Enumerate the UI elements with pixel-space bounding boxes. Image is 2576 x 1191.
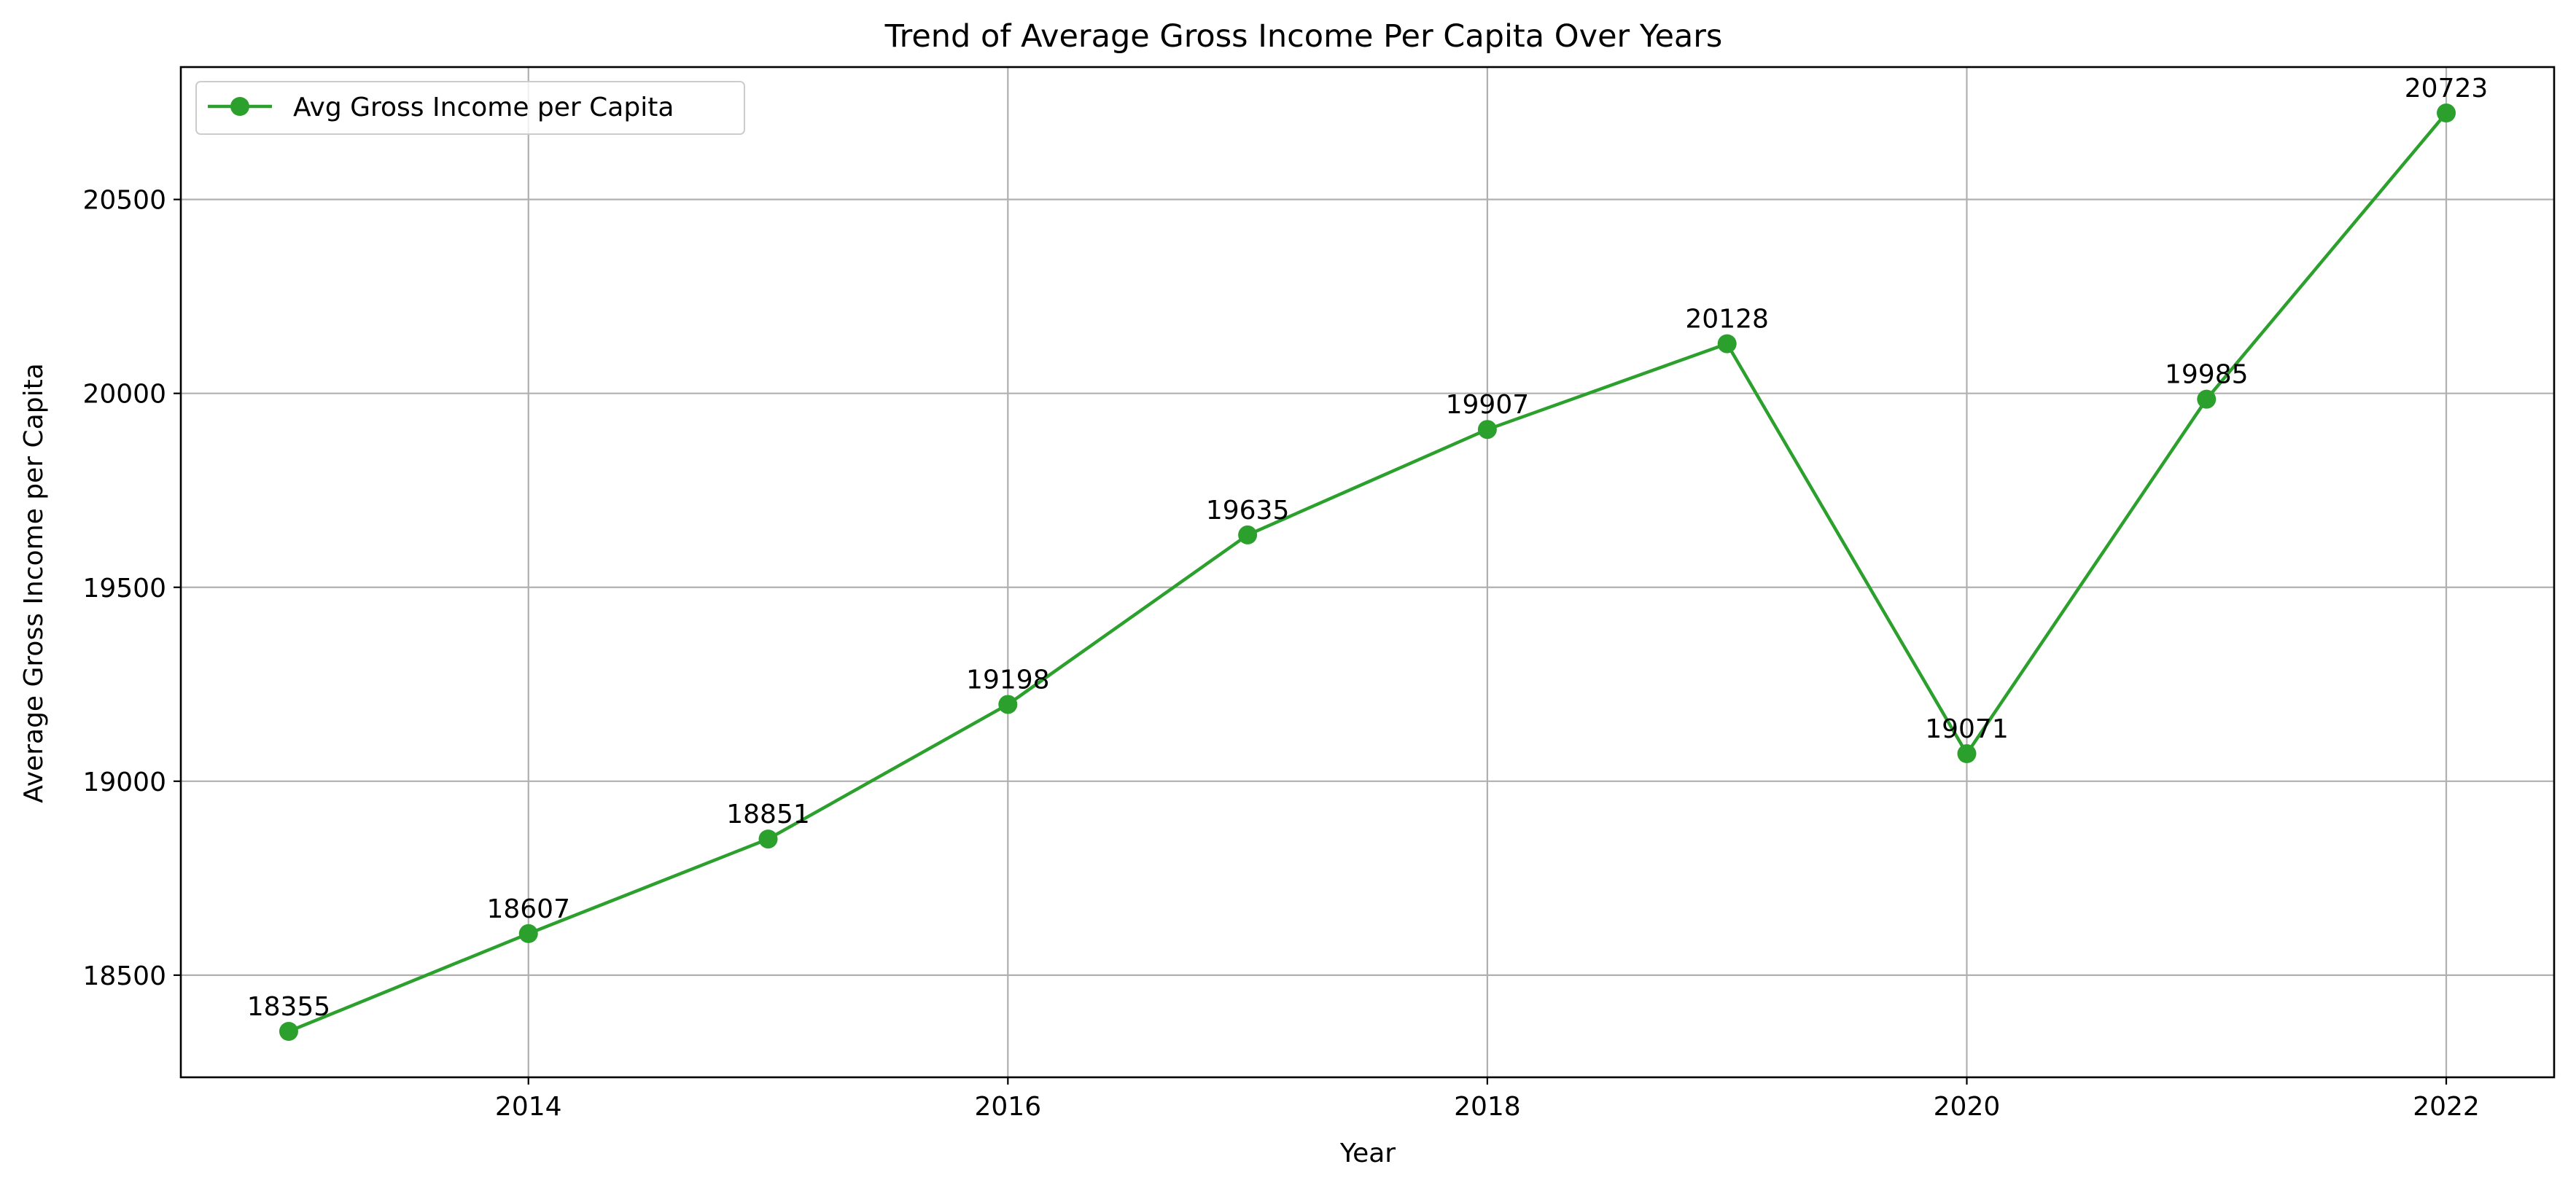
x-tick-label: 2016 [975, 1092, 1042, 1122]
legend-label: Avg Gross Income per Capita [293, 93, 674, 122]
data-label: 19071 [1925, 714, 2009, 744]
y-axis-label: Average Gross Income per Capita [19, 363, 49, 803]
data-label: 20723 [2405, 74, 2489, 104]
y-tick-label: 18500 [82, 961, 166, 991]
series-line [288, 112, 2448, 1034]
legend: Avg Gross Income per Capita [195, 81, 745, 135]
data-point [1238, 525, 1258, 544]
data-point [518, 923, 538, 943]
data-point [2197, 389, 2217, 409]
x-axis-label: Year [1339, 1139, 1396, 1168]
data-label: 19635 [1206, 496, 1290, 526]
plot-frame [179, 66, 2556, 1079]
x-tick-label: 2014 [495, 1092, 562, 1122]
data-point [1717, 334, 1737, 354]
x-tick-label: 2022 [2413, 1092, 2480, 1122]
data-label: 20128 [1685, 305, 1769, 335]
y-tick-label: 20000 [82, 380, 166, 410]
data-label: 18355 [247, 992, 331, 1022]
chart-title: Trend of Average Gross Income Per Capita… [884, 18, 1723, 55]
legend-box [195, 81, 745, 135]
x-tick-label: 2018 [1454, 1092, 1521, 1122]
legend-marker [230, 97, 249, 116]
data-label: 19985 [2165, 360, 2249, 390]
y-tick-label: 19000 [82, 768, 166, 797]
data-label: 19198 [966, 665, 1050, 695]
data-label: 19907 [1446, 390, 1530, 420]
x-tick-label: 2020 [1934, 1092, 2001, 1122]
data-point [279, 1022, 298, 1041]
data-label: 18851 [726, 800, 810, 829]
y-tick-label: 19500 [82, 574, 166, 604]
data-point [758, 829, 778, 849]
data-label: 18607 [486, 894, 570, 924]
series-layer [279, 104, 2456, 1041]
data-point [1957, 744, 1977, 764]
grid [181, 67, 2554, 1077]
data-point [998, 695, 1018, 714]
data-point [2437, 104, 2456, 122]
data-labels: 18355 18607 18851 19198 19635 19907 20128 19071… [247, 74, 2489, 1022]
y-tick-label: 20500 [82, 186, 166, 216]
ticks: 2014 2016 2018 2020 2022 18500 19000 19500 20000… [82, 186, 2479, 1122]
data-point [1477, 420, 1497, 440]
